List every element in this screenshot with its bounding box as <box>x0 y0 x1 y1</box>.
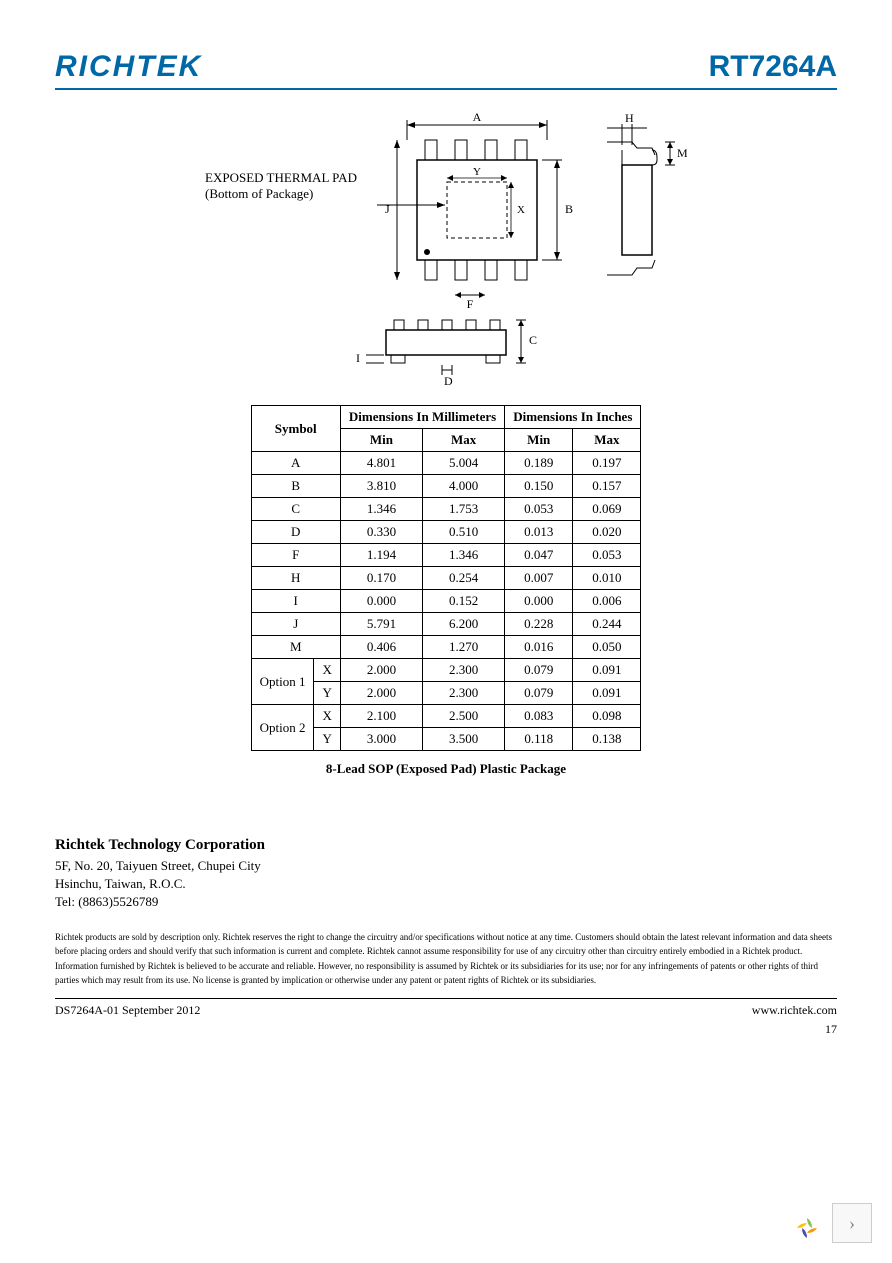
page-footer: DS7264A-01 September 2012 www.richtek.co… <box>55 998 837 1018</box>
svg-text:M: M <box>677 146 687 160</box>
viewer-logo-icon <box>792 1213 822 1243</box>
svg-text:I: I <box>356 351 360 365</box>
table-row: I0.0000.1520.0000.006 <box>251 590 641 613</box>
table-row: F1.1941.3460.0470.053 <box>251 544 641 567</box>
page-number: 17 <box>55 1022 837 1037</box>
part-number: RT7264A <box>709 50 837 84</box>
th-max: Max <box>423 429 505 452</box>
table-row: B3.8104.0000.1500.157 <box>251 475 641 498</box>
table-row: Option 2X2.1002.5000.0830.098 <box>251 705 641 728</box>
thermal-pad-label-line1: EXPOSED THERMAL PAD <box>205 170 357 185</box>
doc-id: DS7264A-01 September 2012 <box>55 1003 200 1018</box>
svg-text:H: H <box>625 111 634 125</box>
table-row: J5.7916.2000.2280.244 <box>251 613 641 636</box>
corp-tel: Tel: (8863)5526789 <box>55 894 837 910</box>
svg-text:X: X <box>517 204 525 216</box>
corp-addr2: Hsinchu, Taiwan, R.O.C. <box>55 876 837 892</box>
th-symbol: Symbol <box>251 406 340 452</box>
corp-addr1: 5F, No. 20, Taiyuen Street, Chupei City <box>55 858 837 874</box>
table-row: H0.1700.2540.0070.010 <box>251 567 641 590</box>
svg-text:B: B <box>565 202 573 216</box>
svg-text:D: D <box>444 374 453 388</box>
svg-text:F: F <box>467 297 474 310</box>
svg-text:C: C <box>529 333 537 347</box>
thermal-pad-label-line2: (Bottom of Package) <box>205 186 313 201</box>
th-min: Min <box>505 429 573 452</box>
footer-url: www.richtek.com <box>752 1003 837 1018</box>
th-mm: Dimensions In Millimeters <box>340 406 504 429</box>
table-row: M0.4061.2700.0160.050 <box>251 636 641 659</box>
table-row: C1.3461.7530.0530.069 <box>251 498 641 521</box>
svg-text:Y: Y <box>473 166 481 178</box>
table-row: D0.3300.5100.0130.020 <box>251 521 641 544</box>
table-caption: 8-Lead SOP (Exposed Pad) Plastic Package <box>55 761 837 777</box>
package-end-view: C I D <box>336 310 556 390</box>
next-page-button[interactable]: › <box>832 1203 872 1243</box>
company-logo: RICHTEK <box>55 50 202 84</box>
disclaimer-text: Richtek products are sold by description… <box>55 930 837 988</box>
table-row: A4.8015.0040.1890.197 <box>251 452 641 475</box>
table-row: Option 1X2.0002.3000.0790.091 <box>251 659 641 682</box>
svg-text:J: J <box>385 202 390 216</box>
corporation-block: Richtek Technology Corporation 5F, No. 2… <box>55 837 837 910</box>
page-header: RICHTEK RT7264A <box>55 50 837 90</box>
package-side-view: H M <box>597 110 687 290</box>
corp-name: Richtek Technology Corporation <box>55 837 837 854</box>
package-top-view: A Y <box>377 110 577 310</box>
th-in: Dimensions In Inches <box>505 406 641 429</box>
svg-text:A: A <box>473 110 482 124</box>
th-min: Min <box>340 429 422 452</box>
package-diagram-area: EXPOSED THERMAL PAD (Bottom of Package) … <box>55 110 837 390</box>
th-max: Max <box>573 429 641 452</box>
chevron-right-icon: › <box>849 1213 855 1234</box>
thermal-pad-label: EXPOSED THERMAL PAD (Bottom of Package) <box>205 110 357 202</box>
dimensions-table: Symbol Dimensions In Millimeters Dimensi… <box>251 405 642 751</box>
